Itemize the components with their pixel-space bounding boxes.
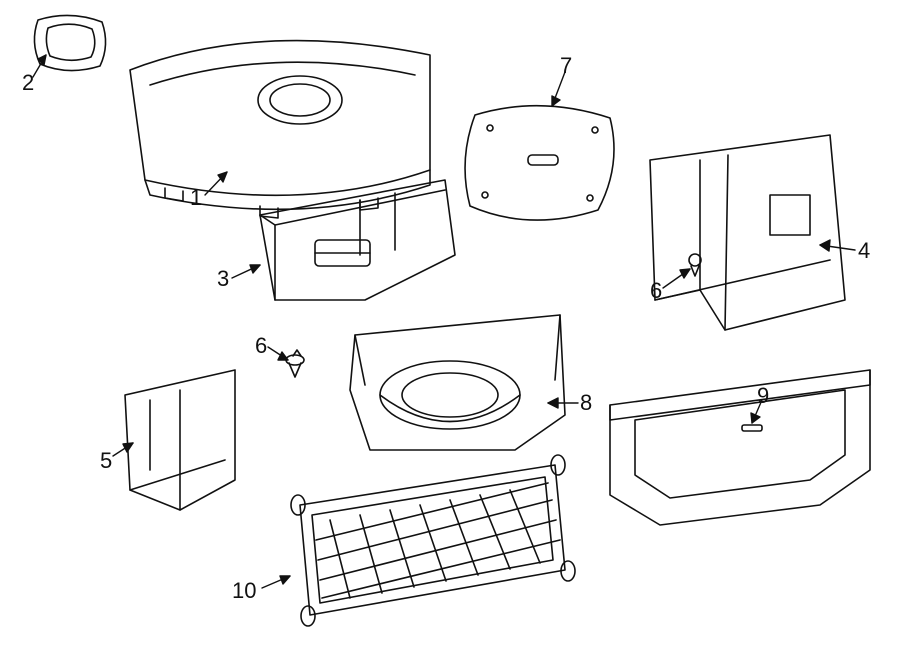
callout-10: 10 — [232, 578, 256, 604]
trunk-storage-tray — [260, 180, 455, 300]
callout-3: 3 — [217, 266, 229, 292]
callout-9: 9 — [757, 383, 769, 409]
callout-6b: 6 — [650, 278, 662, 304]
callout-5: 5 — [100, 448, 112, 474]
callout-2: 2 — [22, 70, 34, 96]
callout-4: 4 — [858, 238, 870, 264]
trunk-side-trim-right — [650, 135, 845, 330]
cargo-net — [291, 455, 575, 626]
diagram-stage: 1 2 3 4 5 6 6 7 8 9 10 — [0, 0, 900, 661]
spare-tire-tub-liner — [350, 315, 565, 450]
push-retainer-clip — [286, 350, 304, 377]
parts-line-art — [0, 0, 900, 661]
callout-7: 7 — [560, 53, 572, 79]
callout-8: 8 — [580, 390, 592, 416]
trunk-side-trim-left — [125, 370, 235, 510]
rear-sill-trim-panel — [610, 370, 870, 525]
callout-1: 1 — [190, 185, 202, 211]
spare-tire-cover-board — [465, 106, 614, 220]
callout-6a: 6 — [255, 333, 267, 359]
